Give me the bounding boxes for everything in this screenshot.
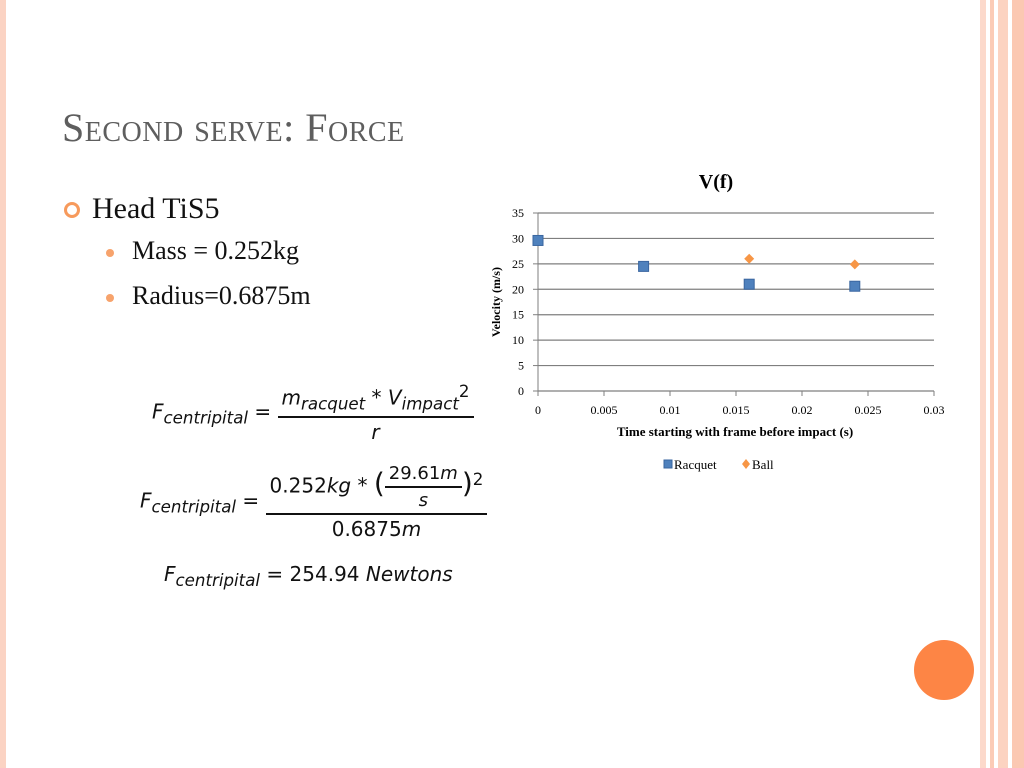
sub-bullet-text: Radius=0.6875m [132,281,311,310]
racquet-point [638,260,650,272]
exponent: 2 [472,469,484,489]
chart-legend: Racquet Ball [663,457,774,472]
x-axis-label: Time starting with frame before impact (… [617,424,853,439]
equals-sign: = [254,399,272,424]
sub-bullet-text: Mass = 0.252kg [132,236,300,265]
x-tick-label: 0.03 [924,403,945,417]
legend-racquet-label: Racquet [674,457,717,472]
y-tick-label: 10 [512,333,524,347]
formula-centripetal-definition: Fcentripital = mracquet * Vimpact2 r [152,382,474,444]
multiply-sign: * [357,473,368,498]
equals-sign: = [266,562,284,586]
formula-fraction: 0.252kg * (29.61m s)2 0.6875m [265,463,488,541]
y-tick-label: 25 [512,257,524,271]
slide-title: Second serve: Force [62,105,405,150]
y-axis-label: Velocity (m/s) [489,267,503,337]
bullet-text: Head TiS5 [92,192,220,225]
formula-lhs-sub: centripital [163,408,249,428]
right-border-stripe-2 [990,0,994,768]
racquet-point [532,234,544,246]
paren-open: ( [373,466,385,500]
inner-denominator: s [418,490,428,511]
racquet-point [743,278,755,290]
multiply-sign: * [371,385,382,410]
mass-symbol: m [281,385,302,410]
dot-bullet-icon [106,294,114,302]
y-tick-label: 15 [512,308,524,322]
velocity-sub: impact [401,394,459,414]
inner-numerator: 29.61m [384,463,462,488]
ring-bullet-icon [64,202,80,218]
x-tick-label: 0.025 [855,403,882,417]
exponent: 2 [458,382,470,401]
radius-unit: m [401,517,422,541]
fraction-numerator: mracquet * Vimpact2 [277,382,474,418]
legend-ball-label: Ball [752,457,774,472]
corner-decoration-circle [914,640,974,700]
velocity-value: 29.61 [388,463,441,484]
x-tick-label: 0.005 [591,403,618,417]
formula-fraction: mracquet * Vimpact2 r [277,382,474,444]
radius-value: 0.6875 [331,517,402,541]
velocity-unit: m [440,463,458,484]
ball-point [744,253,755,264]
chart-title: V(f) [699,171,733,193]
mass-unit: kg [326,473,352,498]
y-tick-label: 30 [512,231,524,245]
formula-lhs-sub: centripital [151,497,237,517]
fraction-denominator: 0.6875m [266,515,488,541]
velocity-chart: V(f) 0 5 10 15 20 25 30 35 0 0.005 0.01 0.015 0.02 0… [489,171,945,472]
legend-ball-marker [742,459,750,469]
y-tick-label: 5 [518,359,524,373]
x-tick-label: 0.02 [792,403,813,417]
racquet-point [849,280,861,292]
y-tick-label: 35 [512,206,524,220]
x-tick-label: 0.015 [723,403,750,417]
equals-sign: = [242,488,260,513]
ball-point [849,259,860,270]
formula-lhs: F [140,488,152,513]
result-value: 254.94 [289,562,360,586]
inner-fraction: 29.61m s [384,463,462,511]
x-tick-label: 0.01 [660,403,681,417]
formula-lhs: F [152,399,164,424]
x-tick-label: 0 [535,403,541,417]
mass-value: 0.252 [269,473,327,498]
paren-close: ) [461,466,473,500]
fraction-numerator: 0.252kg * (29.61m s)2 [265,463,488,515]
legend-racquet-marker [663,459,673,469]
left-border-stripe [0,0,6,768]
formula-centripetal-result: Fcentripital = 254.94 Newtons [164,562,453,590]
dot-bullet-icon [106,249,114,257]
y-tick-label: 0 [518,384,524,398]
formula-lhs: F [164,562,176,586]
right-border-stripe-1 [980,0,986,768]
right-border-stripe-3 [998,0,1008,768]
fraction-denominator: r [371,419,380,444]
result-unit: Newtons [365,562,453,586]
formula-lhs-sub: centripital [175,571,261,590]
mass-sub: racquet [301,394,366,414]
formula-centripetal-substituted: Fcentripital = 0.252kg * (29.61m s)2 0.68… [140,463,488,541]
right-border-stripe-4 [1012,0,1024,768]
velocity-symbol: V [387,385,402,410]
y-tick-label: 20 [512,282,524,296]
